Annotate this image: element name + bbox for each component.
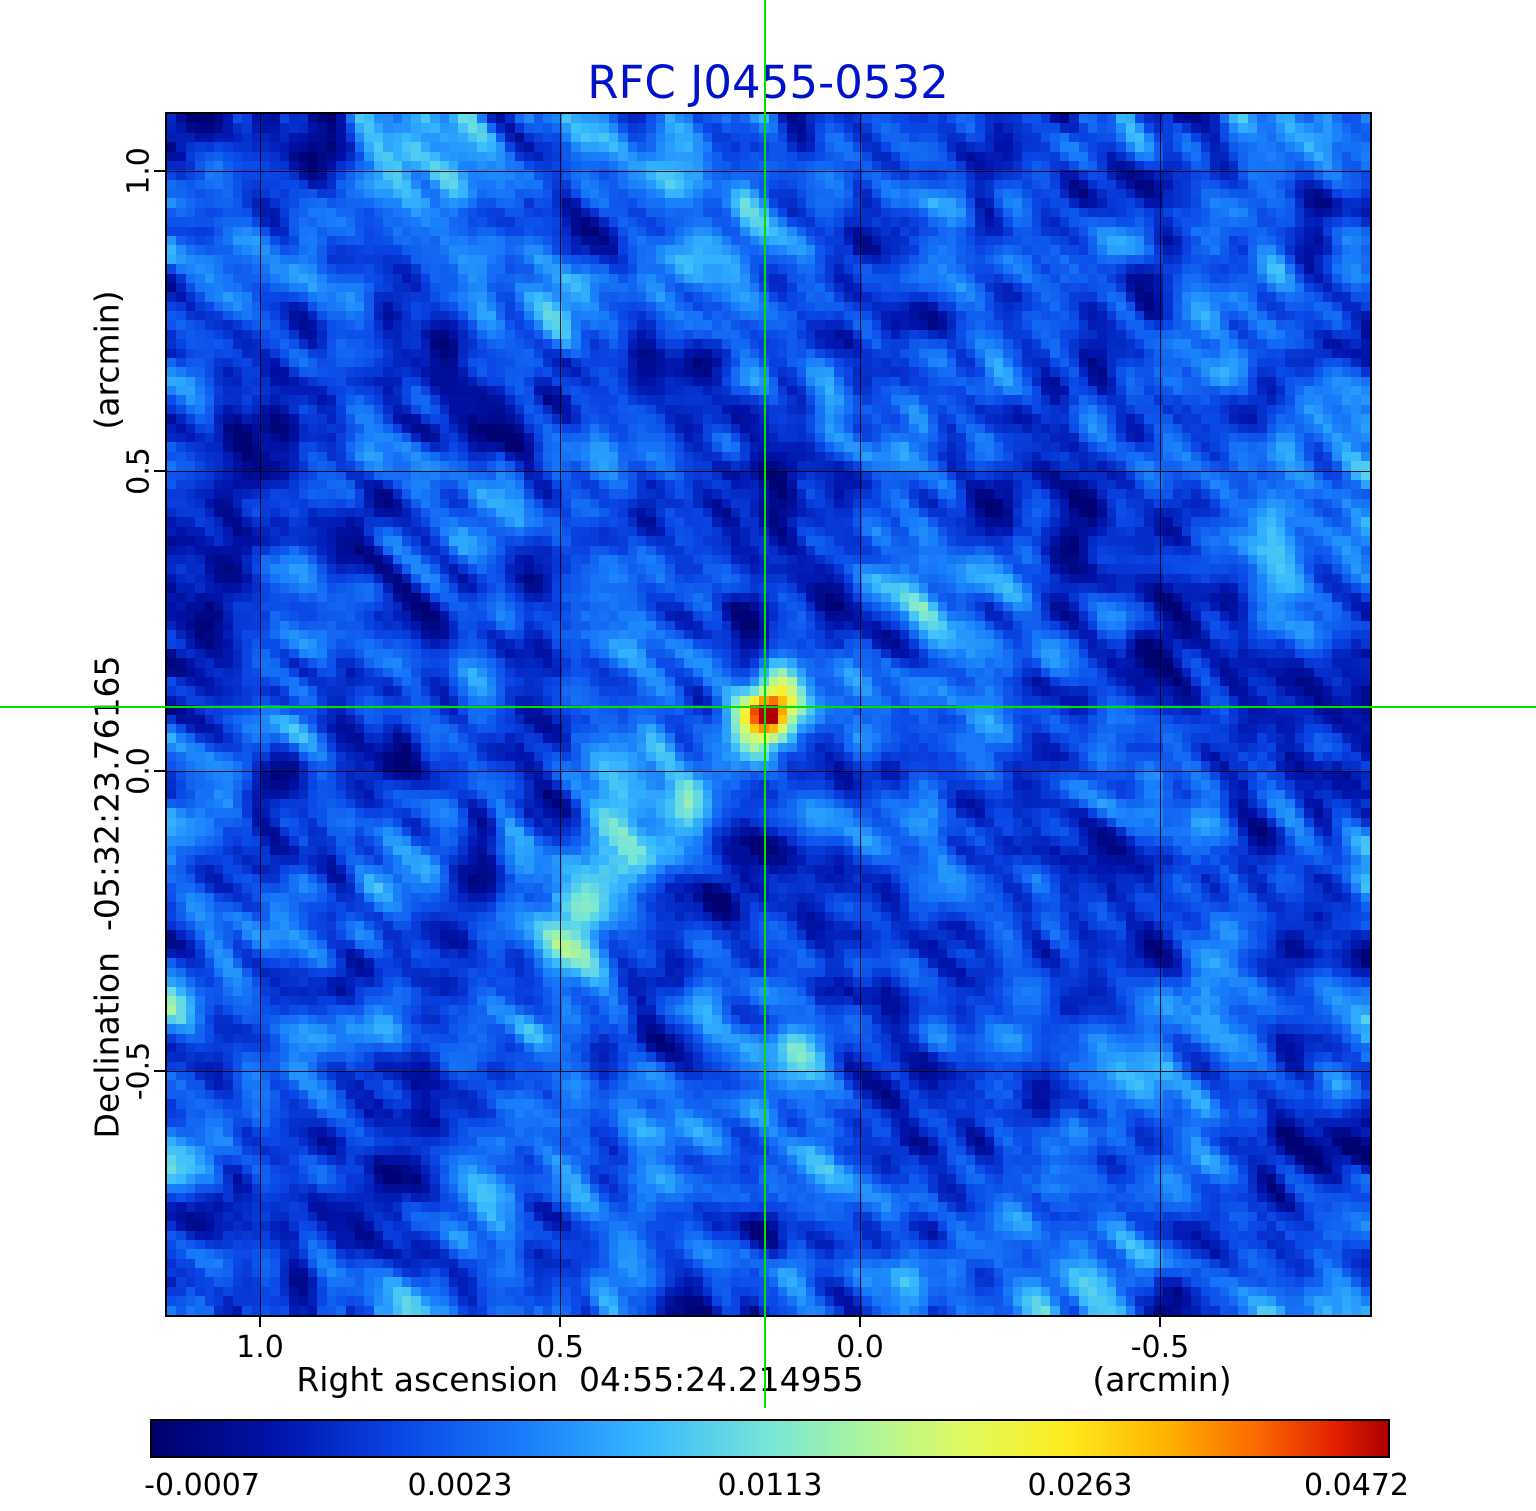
x-tick-label: 0.5 — [536, 1330, 584, 1365]
y-axis-tick — [154, 1070, 165, 1072]
y-tick-label: 0.5 — [121, 447, 157, 495]
colorbar-tick-label: 0.0023 — [407, 1468, 513, 1503]
colorbar-tick-label: 0.0263 — [1027, 1468, 1133, 1503]
x-axis-title: Right ascension 04:55:24.214955 — [296, 1360, 864, 1399]
radio-intensity-map — [167, 114, 1370, 1315]
y-axis-tick — [154, 470, 165, 472]
figure-title: RFC J0455-0532 — [587, 56, 949, 109]
x-tick-label: 1.0 — [236, 1330, 284, 1365]
x-axis-tick — [559, 1317, 561, 1327]
x-tick-label: 0.0 — [836, 1330, 884, 1365]
plot-area — [165, 112, 1372, 1317]
colorbar-tick-label: 0.0113 — [717, 1468, 823, 1503]
colorbar-gradient — [152, 1421, 1388, 1456]
y-axis-tick — [154, 770, 165, 772]
x-axis-tick — [1159, 1317, 1161, 1327]
grid-line-vertical — [260, 114, 261, 1315]
grid-line-vertical — [1160, 114, 1161, 1315]
y-axis-unit-label: (arcmin) — [87, 290, 127, 430]
y-tick-label: 1.0 — [121, 147, 157, 195]
colorbar-tick-label: -0.0007 — [144, 1468, 260, 1503]
x-axis-unit-label: (arcmin) — [1092, 1360, 1232, 1399]
grid-line-horizontal — [167, 771, 1370, 772]
grid-line-vertical — [560, 114, 561, 1315]
x-axis-tick — [259, 1317, 261, 1327]
grid-line-vertical — [860, 114, 861, 1315]
crosshair-horizontal-line — [0, 705, 1536, 708]
y-tick-label: 0.0 — [121, 747, 157, 795]
colorbar — [150, 1419, 1390, 1458]
colorbar-tick-label: 0.0472 — [1304, 1468, 1410, 1503]
grid-line-horizontal — [167, 471, 1370, 472]
y-tick-label: -0.5 — [121, 1041, 157, 1101]
crosshair-vertical-line — [764, 0, 767, 1408]
y-axis-tick — [154, 170, 165, 172]
x-tick-label: -0.5 — [1130, 1330, 1190, 1365]
grid-line-horizontal — [167, 1071, 1370, 1072]
x-axis-tick — [859, 1317, 861, 1327]
grid-line-horizontal — [167, 171, 1370, 172]
